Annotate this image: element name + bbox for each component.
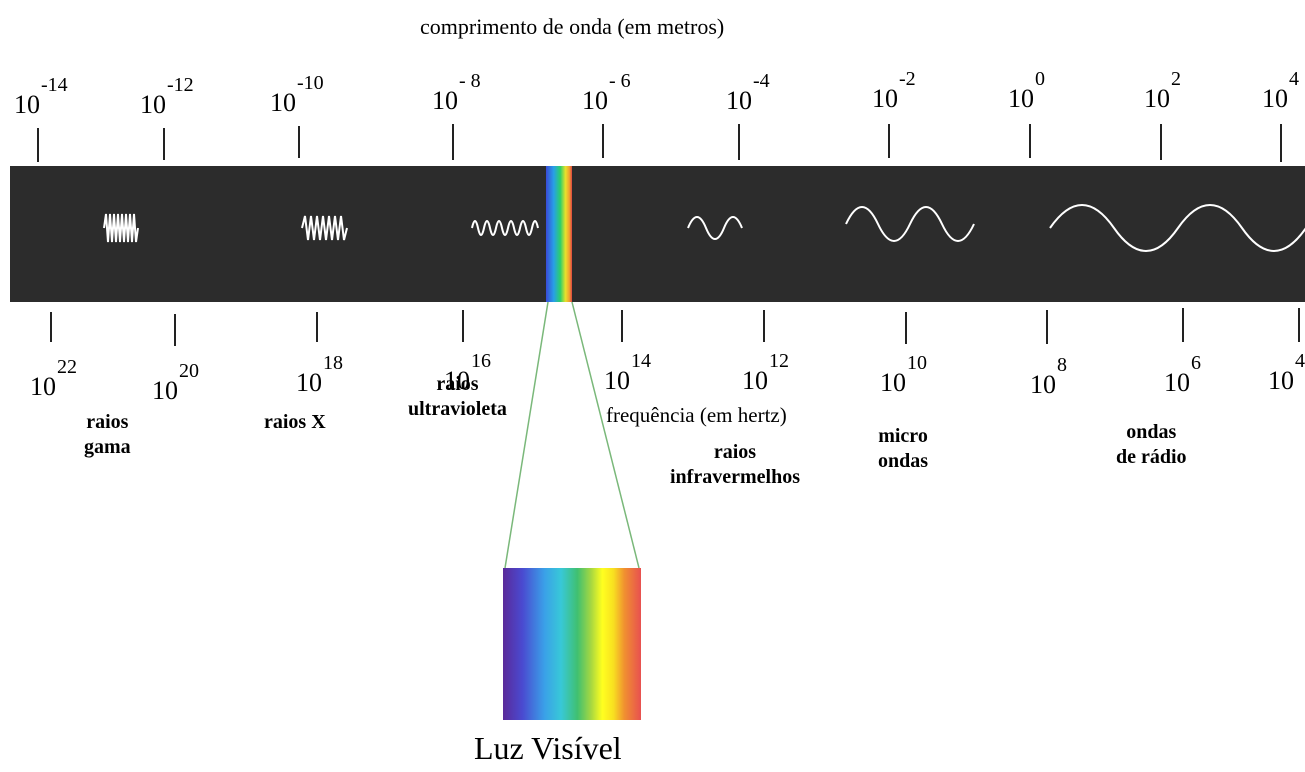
frequency-tick (462, 310, 464, 342)
wavelength-tick (1280, 124, 1282, 162)
frequency-tick (621, 310, 623, 342)
frequency-label-2: 1018 (296, 352, 343, 397)
wavelength-label-8: 102 (1144, 68, 1181, 113)
wavelength-axis-title: comprimento de onda (em metros) (420, 14, 725, 39)
region-microwave: micro ondas (878, 425, 929, 472)
frequency-label-0: 1022 (30, 356, 77, 401)
frequency-label-7: 108 (1030, 354, 1067, 399)
radio-wave (1049, 204, 1305, 252)
wavelength-label-0: 10-14 (14, 74, 68, 119)
frequency-tick (1046, 310, 1048, 344)
frequency-tick (1182, 308, 1184, 342)
region-gamma: raios gama (84, 411, 131, 458)
wavelength-label-5: 10-4 (726, 70, 770, 115)
xray-wave (301, 215, 348, 241)
frequency-tick (1298, 308, 1300, 342)
frequency-label-4: 1014 (604, 350, 651, 395)
wavelength-tick (1029, 124, 1031, 158)
ir-wave (687, 216, 743, 240)
frequency-label-3: 1016 (444, 350, 491, 395)
region-infrared: raios infravermelhos (670, 441, 800, 488)
wavelength-tick (298, 126, 300, 158)
wavelength-label-2: 10-10 (270, 72, 324, 117)
frequency-label-5: 1012 (742, 350, 789, 395)
gamma-wave (103, 213, 139, 243)
wavelength-label-3: 10- 8 (432, 70, 481, 115)
frequency-label-8: 106 (1164, 352, 1201, 397)
spectrum-band (10, 166, 1305, 302)
region-xray: raios X (264, 411, 326, 433)
frequency-tick (763, 310, 765, 342)
uv-wave (471, 220, 539, 236)
frequency-tick (50, 312, 52, 342)
visible-light-label: Luz Visível (474, 730, 622, 766)
wavelength-tick (738, 124, 740, 160)
wavelength-tick (888, 124, 890, 158)
wavelength-label-6: 10-2 (872, 68, 916, 113)
wavelength-tick (452, 124, 454, 160)
wavelength-tick (37, 128, 39, 162)
frequency-label-1: 1020 (152, 360, 199, 405)
wave-samples (103, 204, 1305, 252)
wavelength-label-9: 104 (1262, 68, 1299, 113)
frequency-label-6: 1010 (880, 352, 927, 397)
wavelength-tick (1160, 124, 1162, 160)
region-radio: ondas de rádio (1116, 421, 1187, 468)
frequency-tick (316, 312, 318, 342)
wavelength-label-4: 10- 6 (582, 70, 631, 115)
frequency-tick (174, 314, 176, 346)
microwave-wave (845, 206, 975, 242)
wavelength-tick (602, 124, 604, 158)
region-uv: raios ultravioleta (408, 373, 507, 420)
frequency-axis-title: frequência (em hertz) (606, 403, 787, 427)
wavelength-label-7: 100 (1008, 68, 1045, 113)
wavelength-tick (163, 128, 165, 160)
wavelength-label-1: 10-12 (140, 74, 194, 119)
frequency-label-9: 104 (1268, 350, 1305, 395)
frequency-tick (905, 312, 907, 344)
visible-strip (546, 166, 572, 302)
visible-spectrum-box (503, 568, 641, 720)
